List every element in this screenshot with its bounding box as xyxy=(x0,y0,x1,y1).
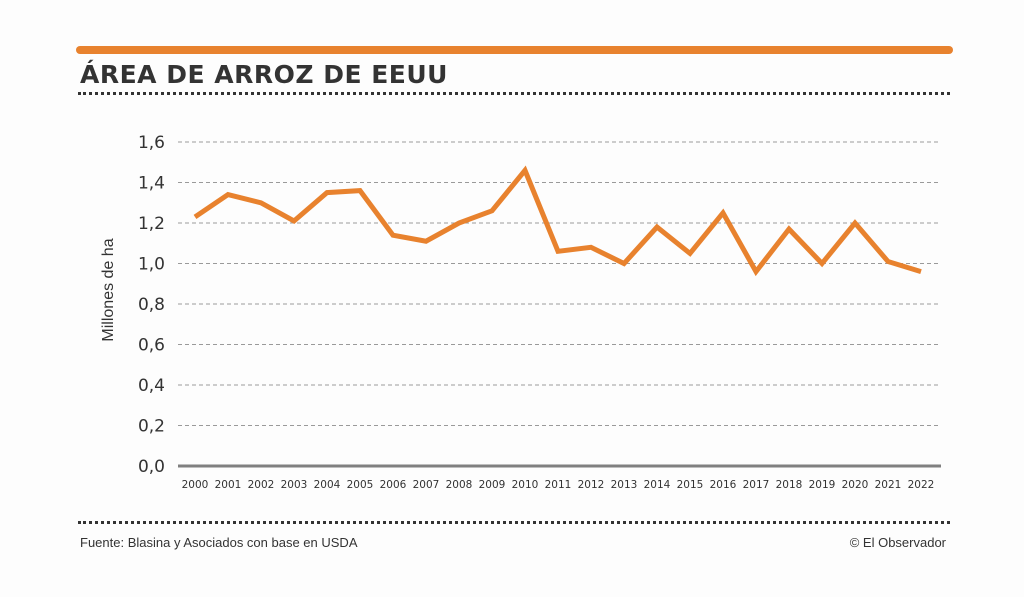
series-line xyxy=(193,165,922,277)
x-tick-label: 2019 xyxy=(809,479,836,491)
x-tick-label: 2018 xyxy=(776,479,803,491)
x-tick-label: 2009 xyxy=(479,479,506,491)
x-tick-label: 2017 xyxy=(743,479,770,491)
y-tick-label: 1,0 xyxy=(138,255,165,275)
x-tick-label: 2001 xyxy=(215,479,242,491)
title-divider xyxy=(78,92,950,95)
y-tick-label: 1,4 xyxy=(138,174,165,194)
accent-bar xyxy=(76,46,953,54)
y-tick-label: 0,6 xyxy=(138,336,165,356)
x-tick-label: 2002 xyxy=(248,479,275,491)
x-tick-label: 2010 xyxy=(512,479,539,491)
x-tick-label: 2000 xyxy=(182,479,209,491)
x-tick-label: 2011 xyxy=(545,479,572,491)
y-tick-label: 1,2 xyxy=(138,214,165,234)
x-tick-label: 2014 xyxy=(644,479,671,491)
footer-divider xyxy=(78,521,950,524)
x-tick-label: 2004 xyxy=(314,479,341,491)
x-tick-label: 2016 xyxy=(710,479,737,491)
y-tick-label: 1,6 xyxy=(138,133,165,153)
x-tick-label: 2008 xyxy=(446,479,473,491)
x-tick-label: 2006 xyxy=(380,479,407,491)
x-tick-label: 2007 xyxy=(413,479,440,491)
copyright-credit: © El Observador xyxy=(849,535,946,550)
x-tick-label: 2021 xyxy=(875,479,902,491)
x-tick-label: 2022 xyxy=(908,479,935,491)
x-tick-label: 2020 xyxy=(842,479,869,491)
y-tick-label: 0,2 xyxy=(138,417,165,437)
chart-title: ÁREA DE ARROZ DE EEUU xyxy=(80,60,448,89)
x-tick-label: 2005 xyxy=(347,479,374,491)
x-tick-label: 2015 xyxy=(677,479,704,491)
source-note: Fuente: Blasina y Asociados con base en … xyxy=(80,535,358,550)
y-axis-label: Millones de ha xyxy=(100,238,117,341)
y-tick-label: 0,4 xyxy=(138,376,165,396)
x-tick-label: 2003 xyxy=(281,479,308,491)
x-tick-label: 2012 xyxy=(578,479,605,491)
y-tick-label: 0,0 xyxy=(138,457,165,477)
y-tick-label: 0,8 xyxy=(138,295,165,315)
x-tick-label: 2013 xyxy=(611,479,638,491)
